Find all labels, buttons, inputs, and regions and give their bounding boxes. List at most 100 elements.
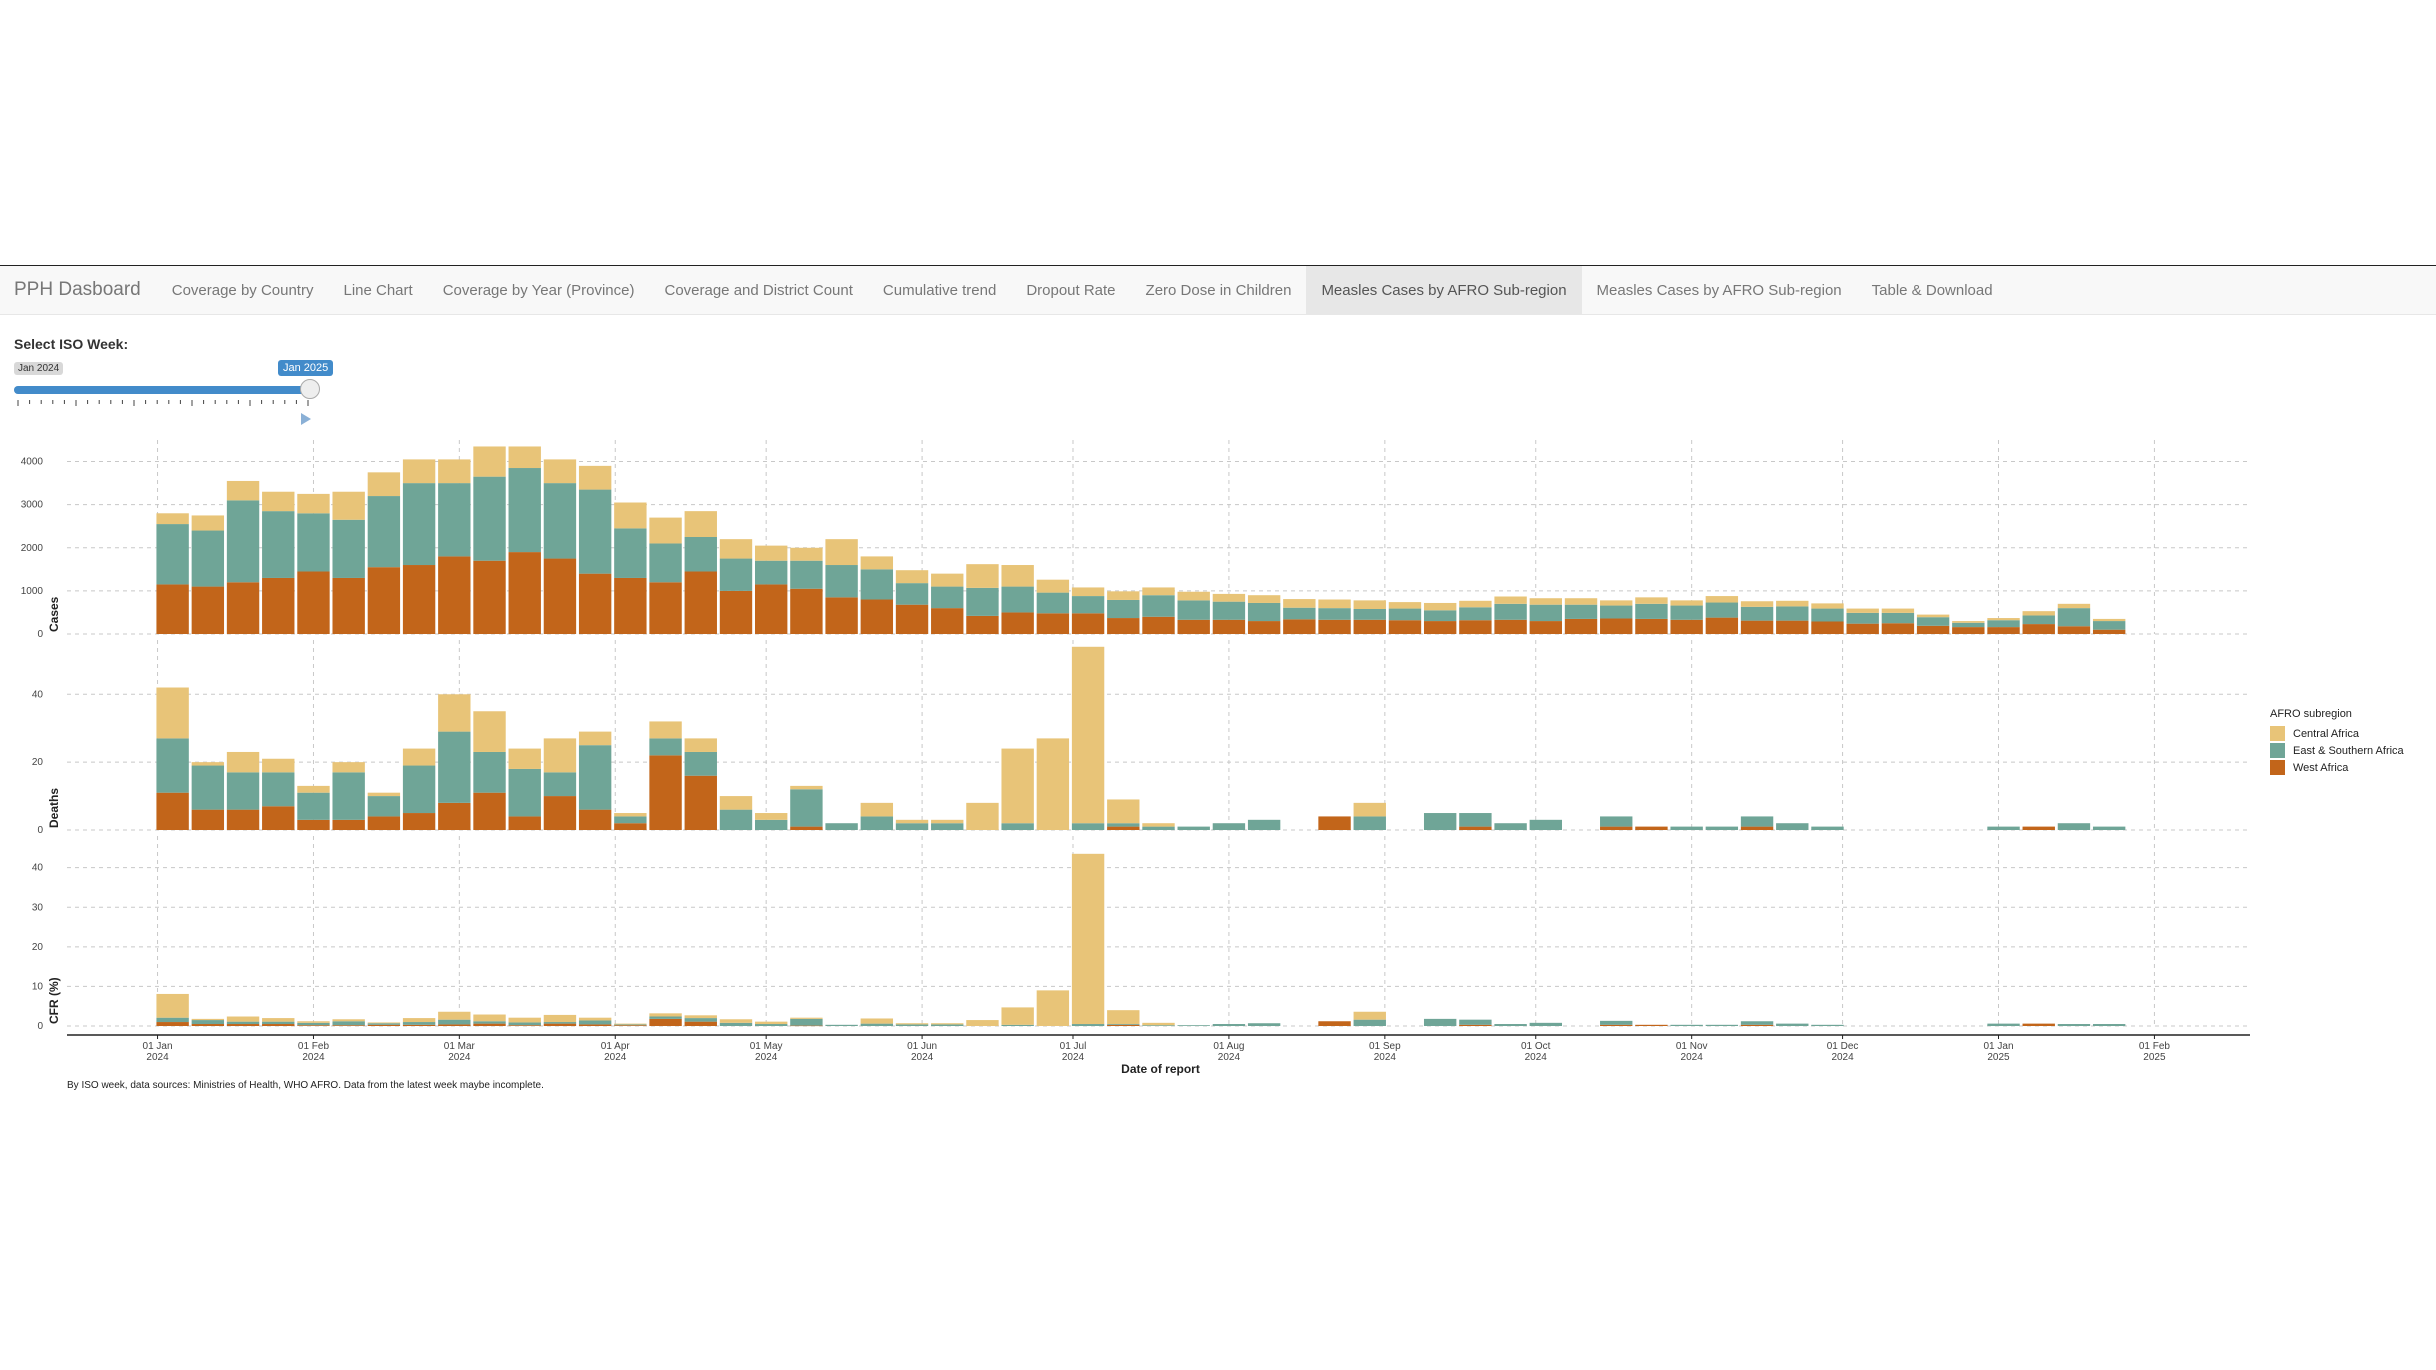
bar-segment <box>790 588 823 634</box>
bar-segment <box>508 816 541 830</box>
bar-segment <box>226 772 260 810</box>
bar-segment <box>508 446 541 469</box>
bar-segment <box>1001 823 1034 830</box>
bar-segment <box>1318 816 1351 830</box>
bar-segment <box>1001 586 1034 613</box>
bar-segment <box>332 1021 365 1026</box>
bar-segment <box>191 762 225 766</box>
bar-segment <box>191 1018 225 1021</box>
bar-segment <box>1107 799 1140 824</box>
bar-segment <box>790 560 823 589</box>
bar-segment <box>402 765 436 814</box>
bar-segment <box>332 1019 365 1022</box>
bar-segment <box>191 586 225 634</box>
tab-measles-cases-afro-subregion-2[interactable]: Measles Cases by AFRO Sub-region <box>1596 281 1842 299</box>
bar-segment <box>1670 600 1703 606</box>
bar-segment <box>931 823 964 830</box>
iso-week-slider[interactable] <box>14 379 320 399</box>
bar-segment <box>156 993 189 1018</box>
bar-segment <box>1142 823 1175 827</box>
bar-segment <box>754 545 788 561</box>
measles-chart: 0 1000 2000 3000 4000 Cases 0 20 40 Deaths 0 10 20 30… <box>21 440 2250 1076</box>
bar-segment <box>508 468 541 553</box>
bar-segment <box>438 1011 471 1020</box>
tab-cumulative-trend[interactable]: Cumulative trend <box>882 281 997 299</box>
bar-segment <box>297 792 330 820</box>
tab-coverage-and-district-count[interactable]: Coverage and District Count <box>664 281 853 299</box>
bar-segment <box>191 515 225 531</box>
bar-segment <box>895 823 929 830</box>
bar-segment <box>1776 823 1809 830</box>
bar-segment <box>1635 618 1668 634</box>
bar-segment <box>473 792 506 830</box>
tab-coverage-by-country[interactable]: Coverage by Country <box>171 281 314 299</box>
x-tick-label-year: 2024 <box>1062 1052 1085 1063</box>
bar-segment <box>684 571 717 634</box>
bar-segment <box>2022 615 2055 625</box>
bar-segment <box>543 483 577 559</box>
bar-segment <box>1247 819 1281 830</box>
bar-segment <box>825 1024 858 1026</box>
bar-segment <box>262 772 295 807</box>
bar-segment <box>1916 614 1950 618</box>
bar-segment <box>1811 603 1844 609</box>
bar-segment <box>1600 605 1633 619</box>
bar-segment <box>438 483 471 557</box>
bar-segment <box>1107 618 1140 634</box>
bar-segment <box>719 590 753 634</box>
bar-segment <box>1705 1024 1739 1026</box>
bar-segment <box>2057 626 2091 634</box>
tab-line-chart[interactable]: Line Chart <box>343 281 413 299</box>
bar-segment <box>1881 623 1915 634</box>
bar-segment <box>262 758 295 773</box>
bar-segment <box>1071 853 1105 1025</box>
bar-segment <box>1635 597 1668 604</box>
bar-segment <box>1107 599 1140 619</box>
bar-segment <box>1811 826 1844 830</box>
bar-segment <box>508 1025 541 1026</box>
bar-segment <box>262 1018 295 1022</box>
bar-segment <box>1247 595 1281 603</box>
bar-segment <box>895 1023 929 1025</box>
bar-segment <box>790 789 823 827</box>
bar-segment <box>754 584 788 634</box>
bar-segment <box>578 809 612 830</box>
tab-table-and-download[interactable]: Table & Download <box>1871 281 1993 299</box>
tab-dropout-rate[interactable]: Dropout Rate <box>1026 281 1116 299</box>
bar-segment <box>402 483 436 566</box>
bar-segment <box>1071 587 1105 597</box>
bar-segment <box>367 792 401 797</box>
bar-segment <box>1423 813 1457 830</box>
bar-segment <box>1529 621 1563 634</box>
bar-segment <box>754 813 788 820</box>
bar-segment <box>1952 627 1985 634</box>
bar-segment <box>719 796 753 810</box>
bar-segment <box>860 802 894 817</box>
slider-handle[interactable] <box>300 379 320 399</box>
legend-item-central-africa: Central Africa <box>2270 725 2404 742</box>
navbar-brand[interactable]: PPH Dasboard <box>14 279 141 300</box>
tab-coverage-by-year-province[interactable]: Coverage by Year (Province) <box>442 281 635 299</box>
x-tick-label: 01 Dec <box>1827 1041 1859 1052</box>
play-icon[interactable] <box>301 413 311 425</box>
bar-segment <box>1036 738 1070 830</box>
bar-segment <box>895 570 929 584</box>
tab-measles-cases-afro-subregion-1[interactable]: Measles Cases by AFRO Sub-region <box>1306 266 1582 314</box>
bar-segment <box>1564 604 1598 619</box>
bar-segment <box>332 772 365 820</box>
bar-segment <box>684 775 717 830</box>
bar-segment <box>1036 592 1070 614</box>
y-axis-title: Cases <box>47 596 61 632</box>
bar-segment <box>332 1025 365 1026</box>
bar-segment <box>1705 602 1739 618</box>
bar-segment <box>156 524 189 585</box>
bar-segment <box>1600 816 1633 827</box>
bar-segment <box>1283 607 1316 620</box>
tab-zero-dose-in-children[interactable]: Zero Dose in Children <box>1145 281 1292 299</box>
bar-segment <box>719 1022 753 1026</box>
bar-segment <box>966 615 999 634</box>
bar-segment <box>262 1021 295 1025</box>
y-tick-label: 40 <box>32 863 44 874</box>
bar-segment <box>156 1022 189 1026</box>
bar-segment <box>754 1021 788 1025</box>
